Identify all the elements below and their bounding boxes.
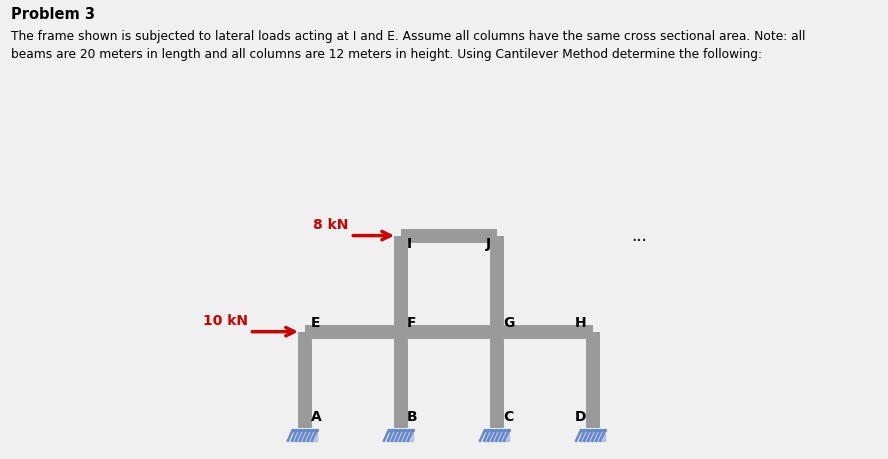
Text: H: H <box>575 316 587 330</box>
Text: B: B <box>407 410 417 424</box>
Text: 8 kN: 8 kN <box>313 218 349 232</box>
Text: E: E <box>311 316 321 330</box>
Text: A: A <box>311 410 321 424</box>
Text: Problem 3: Problem 3 <box>11 7 95 22</box>
Text: G: G <box>503 316 514 330</box>
FancyBboxPatch shape <box>293 430 317 441</box>
FancyBboxPatch shape <box>581 430 605 441</box>
Text: ...: ... <box>631 227 647 245</box>
FancyBboxPatch shape <box>485 430 509 441</box>
FancyBboxPatch shape <box>389 430 413 441</box>
Text: J: J <box>486 237 490 251</box>
Text: The frame shown is subjected to lateral loads acting at I and E. Assume all colu: The frame shown is subjected to lateral … <box>11 30 805 62</box>
Text: F: F <box>407 316 416 330</box>
Text: C: C <box>503 410 513 424</box>
Text: 10 kN: 10 kN <box>203 314 248 328</box>
Text: D: D <box>575 410 587 424</box>
Text: I: I <box>407 237 412 251</box>
